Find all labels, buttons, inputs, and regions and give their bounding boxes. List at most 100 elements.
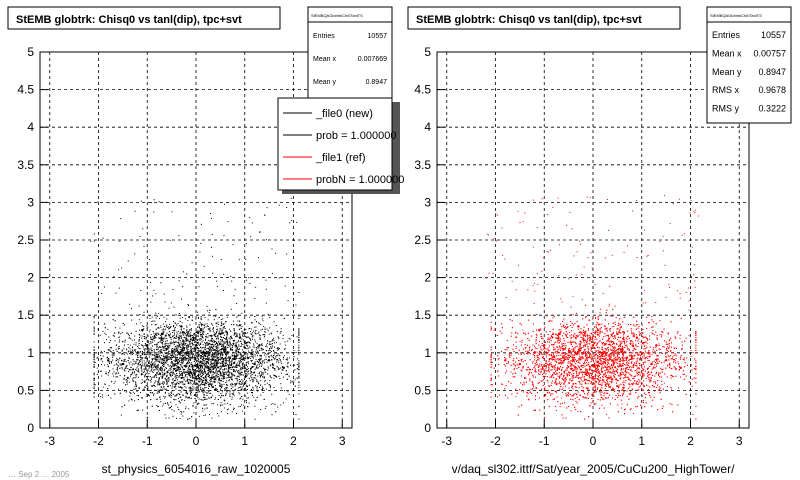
scatter-point <box>185 337 187 339</box>
scatter-point <box>135 384 137 386</box>
scatter-point <box>189 334 191 336</box>
scatter-point <box>200 384 202 386</box>
scatter-point <box>106 364 108 366</box>
scatter-point <box>208 369 210 371</box>
scatter-point <box>178 339 180 341</box>
scatter-point <box>198 403 200 405</box>
scatter-point <box>191 339 193 341</box>
scatter-point <box>119 327 121 329</box>
scatter-point <box>189 324 191 326</box>
scatter-point <box>215 322 217 324</box>
scatter-point <box>131 364 133 366</box>
scatter-point <box>128 371 130 373</box>
scatter-point <box>163 329 165 331</box>
scatter-point <box>198 379 200 381</box>
scatter-point <box>145 366 147 368</box>
scatter-point <box>136 395 138 397</box>
scatter-point <box>204 398 206 400</box>
scatter-point <box>215 387 217 389</box>
scatter-point <box>103 351 105 353</box>
scatter-point <box>281 366 283 368</box>
scatter-point <box>277 359 279 361</box>
scatter-point <box>230 347 232 349</box>
scatter-point <box>246 402 248 404</box>
scatter-point <box>221 366 223 368</box>
scatter-point <box>186 326 188 328</box>
scatter-point <box>208 383 210 385</box>
scatter-point <box>101 358 103 360</box>
scatter-point <box>156 364 158 366</box>
scatter-point <box>211 358 213 360</box>
scatter-point <box>115 373 117 375</box>
scatter-point <box>298 360 300 362</box>
scatter-point <box>207 355 209 357</box>
scatter-point <box>181 358 183 360</box>
scatter-point <box>244 387 246 389</box>
scatter-point <box>227 374 229 376</box>
scatter-point <box>124 370 126 372</box>
scatter-point <box>187 331 189 333</box>
scatter-point <box>153 366 155 368</box>
scatter-point <box>157 353 159 355</box>
scatter-point <box>246 357 248 359</box>
scatter-point <box>151 405 153 407</box>
scatter-point <box>179 332 181 334</box>
scatter-point <box>210 364 212 366</box>
scatter-point <box>254 315 256 317</box>
scatter-point <box>170 371 172 373</box>
scatter-point <box>168 356 170 358</box>
scatter-point <box>159 398 161 400</box>
scatter-point <box>186 340 188 342</box>
scatter-point <box>126 349 128 351</box>
scatter-point <box>161 354 163 356</box>
scatter-point <box>244 366 246 368</box>
scatter-point <box>271 414 273 416</box>
scatter-point <box>256 321 258 323</box>
scatter-point <box>220 321 222 323</box>
scatter-point <box>194 336 196 338</box>
scatter-point <box>170 362 172 364</box>
scatter-point <box>222 358 224 360</box>
scatter-point <box>169 369 171 371</box>
scatter-point <box>187 345 189 347</box>
scatter-point <box>248 328 250 330</box>
scatter-point <box>173 324 175 326</box>
scatter-point <box>163 360 165 362</box>
scatter-point <box>218 362 220 364</box>
scatter-point <box>144 353 146 355</box>
scatter-point <box>173 321 175 323</box>
scatter-point <box>215 362 217 364</box>
scatter-point <box>250 354 252 356</box>
scatter-point <box>161 329 163 331</box>
scatter-point <box>102 396 104 398</box>
scatter-point <box>254 341 256 343</box>
scatter-point <box>186 347 188 349</box>
scatter-point <box>156 373 158 375</box>
scatter-point <box>167 346 169 348</box>
scatter-point <box>205 349 207 351</box>
scatter-point <box>124 404 126 406</box>
scatter-point <box>171 393 173 395</box>
scatter-point <box>205 343 207 345</box>
scatter-point <box>209 372 211 374</box>
scatter-point <box>113 335 115 337</box>
scatter-point <box>165 352 167 354</box>
scatter-point <box>219 379 221 381</box>
scatter-point <box>237 389 239 391</box>
scatter-point <box>107 394 109 396</box>
scatter-point <box>242 398 244 400</box>
scatter-point <box>198 348 200 350</box>
scatter-point <box>239 353 241 355</box>
scatter-point <box>182 357 184 359</box>
scatter-point <box>173 399 175 401</box>
scatter-point <box>192 404 194 406</box>
scatter-point <box>219 373 221 375</box>
scatter-point <box>174 364 176 366</box>
scatter-point <box>192 319 194 321</box>
scatter-point <box>93 379 95 381</box>
scatter-point <box>132 351 134 353</box>
scatter-point <box>244 344 246 346</box>
scatter-point <box>125 379 127 381</box>
scatter-point <box>184 355 186 357</box>
scatter-point <box>210 370 212 372</box>
